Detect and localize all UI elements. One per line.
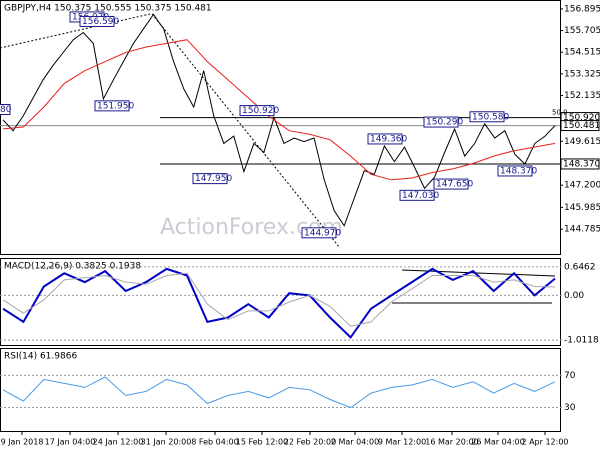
- x-tick-label: 26 Mar 04:00: [471, 438, 524, 447]
- annotation-label: 150.290: [426, 118, 463, 128]
- y-tick-label: 152.135: [564, 91, 600, 101]
- y-tick-label: 70: [564, 371, 576, 381]
- y-tick-label: 0.00: [564, 291, 584, 301]
- annotation-label: 148.370: [500, 166, 537, 176]
- y-tick-label: -1.0118: [564, 336, 599, 346]
- annotation-label: 149.360: [370, 134, 407, 144]
- level-label: 150.481: [563, 121, 600, 131]
- annotation-box: [0, 103, 11, 115]
- x-tick-label: 24 Jan 12:00: [93, 438, 144, 447]
- annotation-box: [367, 133, 403, 145]
- level-box: [560, 120, 600, 132]
- annotation-box: [433, 178, 469, 190]
- annotation-box: [469, 111, 505, 123]
- series-line: [2, 39, 556, 181]
- annotation-label: 147.650: [436, 180, 473, 190]
- level-box: [560, 158, 600, 170]
- annotation-label: 80: [0, 105, 12, 115]
- y-tick-label: 149.615: [564, 137, 600, 147]
- x-tick-label: 8 Feb 04:00: [191, 438, 238, 447]
- series-line: [2, 272, 556, 327]
- annotation-label: 156.590: [82, 17, 119, 27]
- y-tick-label: 144.785: [564, 225, 600, 235]
- macd-panel: [0, 258, 561, 346]
- x-tick-label: 2 Apr 12:00: [521, 438, 568, 447]
- level-label: 148.370: [563, 159, 600, 169]
- y-tick-label: 147.200: [564, 181, 600, 191]
- x-tick-label: 15 Feb 12:00: [236, 438, 288, 447]
- rsi-title: RSI(14) 61.9866: [4, 352, 77, 362]
- x-tick-label: 22 Feb 20:00: [284, 438, 336, 447]
- annotation-label: 144.970: [304, 228, 341, 238]
- y-tick-label: 0.6462: [564, 262, 596, 272]
- annotation-box: [399, 189, 435, 201]
- trendline: [0, 13, 151, 49]
- y-tick-label: 156.895: [564, 4, 600, 14]
- series-line: [2, 376, 556, 409]
- series-line: [2, 13, 556, 227]
- annotation-box: [192, 173, 228, 185]
- annotation-label: 147.030: [402, 191, 439, 201]
- x-tick-label: 9 Mar 12:00: [378, 438, 426, 447]
- annotation-label: 151.950: [97, 101, 134, 111]
- y-tick-label: 30: [564, 403, 576, 413]
- annotation-box: [94, 100, 130, 112]
- annotation-box: [79, 15, 115, 27]
- y-tick-label: 155.705: [564, 26, 600, 36]
- annotation-label: 150.580: [472, 112, 509, 122]
- annotation-box: [301, 227, 337, 239]
- annotation-box: [497, 165, 533, 177]
- level-note: 50.0: [552, 109, 568, 117]
- rsi-panel: [0, 348, 561, 432]
- y-tick-label: 145.985: [564, 203, 600, 213]
- annotation-label: 147.950: [195, 174, 232, 184]
- annotation-box: [423, 116, 459, 128]
- x-tick-label: 16 Mar 20:00: [425, 438, 478, 447]
- header: GBPJPY,H4 150.375 150.555 150.375 150.48…: [4, 4, 212, 14]
- annotation-box: [239, 105, 275, 117]
- x-tick-label: 17 Jan 04:00: [45, 438, 96, 447]
- x-tick-label: 31 Jan 20:00: [141, 438, 192, 447]
- trendline: [151, 13, 341, 249]
- x-tick-label: 9 Jan 2018: [1, 438, 44, 447]
- x-tick-label: 2 Mar 04:00: [331, 438, 379, 447]
- annotation-label: 150.920: [242, 106, 279, 116]
- y-tick-label: 153.325: [564, 69, 600, 79]
- level-label: 150.920: [563, 113, 600, 123]
- y-tick-label: 154.515: [564, 48, 600, 58]
